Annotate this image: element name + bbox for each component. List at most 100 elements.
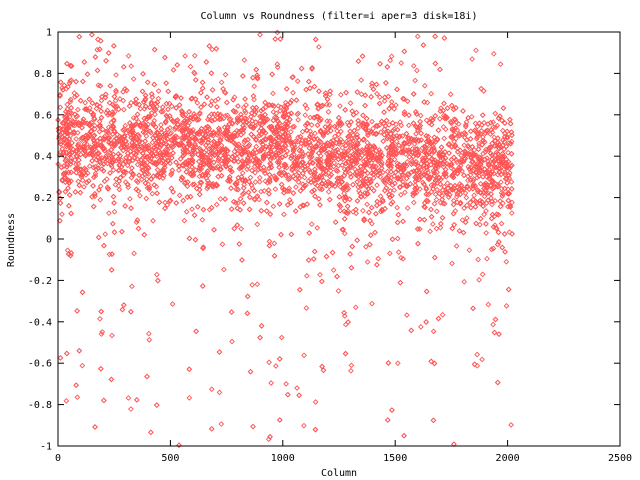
data-point: [444, 180, 451, 187]
data-point: [208, 204, 215, 211]
data-point: [205, 183, 211, 190]
data-point: [111, 229, 118, 235]
data-point: [299, 137, 306, 144]
data-point: [456, 228, 463, 234]
data-point: [67, 78, 73, 84]
data-point: [388, 102, 395, 109]
data-point: [269, 127, 275, 133]
data-point: [251, 96, 257, 103]
data-point: [248, 131, 255, 138]
data-point: [329, 249, 336, 256]
data-point: [500, 190, 506, 197]
data-point: [210, 138, 217, 145]
data-point: [215, 155, 222, 162]
data-point: [462, 131, 469, 138]
data-point: [142, 145, 148, 152]
data-point: [209, 87, 216, 93]
data-point: [254, 221, 261, 228]
data-point: [130, 142, 137, 148]
data-point: [121, 168, 128, 175]
data-point: [495, 211, 502, 218]
data-point: [139, 150, 146, 157]
data-point: [372, 131, 379, 137]
data-point: [107, 83, 114, 89]
data-point: [436, 190, 443, 197]
data-point: [467, 136, 474, 142]
data-point: [437, 108, 444, 115]
data-point: [342, 193, 349, 200]
data-point: [366, 176, 373, 183]
data-point: [291, 169, 298, 175]
data-point: [477, 189, 484, 196]
data-point: [213, 201, 220, 208]
data-point: [393, 149, 400, 156]
data-point: [358, 193, 365, 200]
data-point: [246, 151, 252, 158]
data-point: [492, 316, 499, 323]
data-point: [354, 149, 361, 156]
data-point: [367, 241, 373, 248]
data-point: [316, 196, 322, 202]
data-point: [183, 169, 190, 175]
data-point: [290, 190, 297, 196]
data-point: [181, 217, 188, 224]
data-point: [218, 161, 225, 167]
data-point: [288, 231, 295, 238]
data-point: [397, 279, 404, 286]
data-point: [120, 302, 127, 308]
data-point: [173, 159, 179, 166]
data-point: [165, 88, 172, 95]
data-point: [209, 165, 216, 171]
data-point: [160, 108, 166, 115]
data-point: [379, 169, 386, 176]
data-point: [74, 394, 81, 401]
data-point: [153, 402, 160, 408]
data-point: [215, 150, 222, 157]
data-point: [472, 198, 479, 205]
data-point: [420, 158, 427, 165]
data-point: [370, 130, 376, 136]
data-point: [128, 205, 134, 211]
data-point: [354, 198, 361, 204]
data-point: [365, 132, 371, 139]
data-point: [303, 86, 309, 93]
data-point: [351, 127, 358, 134]
data-point: [305, 257, 312, 263]
data-point: [196, 191, 203, 198]
data-point: [184, 144, 190, 151]
data-point: [373, 81, 380, 88]
data-point: [208, 426, 215, 432]
data-point: [81, 184, 87, 190]
data-point: [226, 121, 233, 127]
data-point: [108, 267, 115, 273]
data-point: [107, 83, 114, 89]
data-point: [266, 144, 272, 151]
data-point: [96, 46, 103, 53]
data-point: [252, 119, 259, 125]
data-point: [337, 203, 344, 210]
data-point: [394, 219, 401, 226]
data-point: [270, 90, 276, 97]
data-point: [141, 161, 148, 167]
data-point: [391, 187, 397, 193]
data-point: [174, 141, 181, 147]
data-point: [382, 123, 389, 129]
data-point: [405, 122, 412, 129]
data-point: [72, 157, 78, 163]
data-point: [389, 120, 396, 126]
data-point: [278, 231, 284, 238]
data-point: [133, 186, 140, 193]
data-point: [108, 153, 115, 160]
data-point: [462, 122, 469, 128]
data-point: [196, 167, 203, 174]
data-point: [154, 160, 160, 166]
data-point: [476, 173, 482, 179]
data-point: [437, 66, 443, 73]
data-point: [462, 190, 469, 197]
data-point: [423, 185, 430, 191]
data-point: [397, 279, 404, 286]
data-point: [463, 119, 470, 125]
data-point: [459, 217, 466, 223]
data-point: [173, 200, 180, 206]
data-point: [350, 137, 356, 144]
